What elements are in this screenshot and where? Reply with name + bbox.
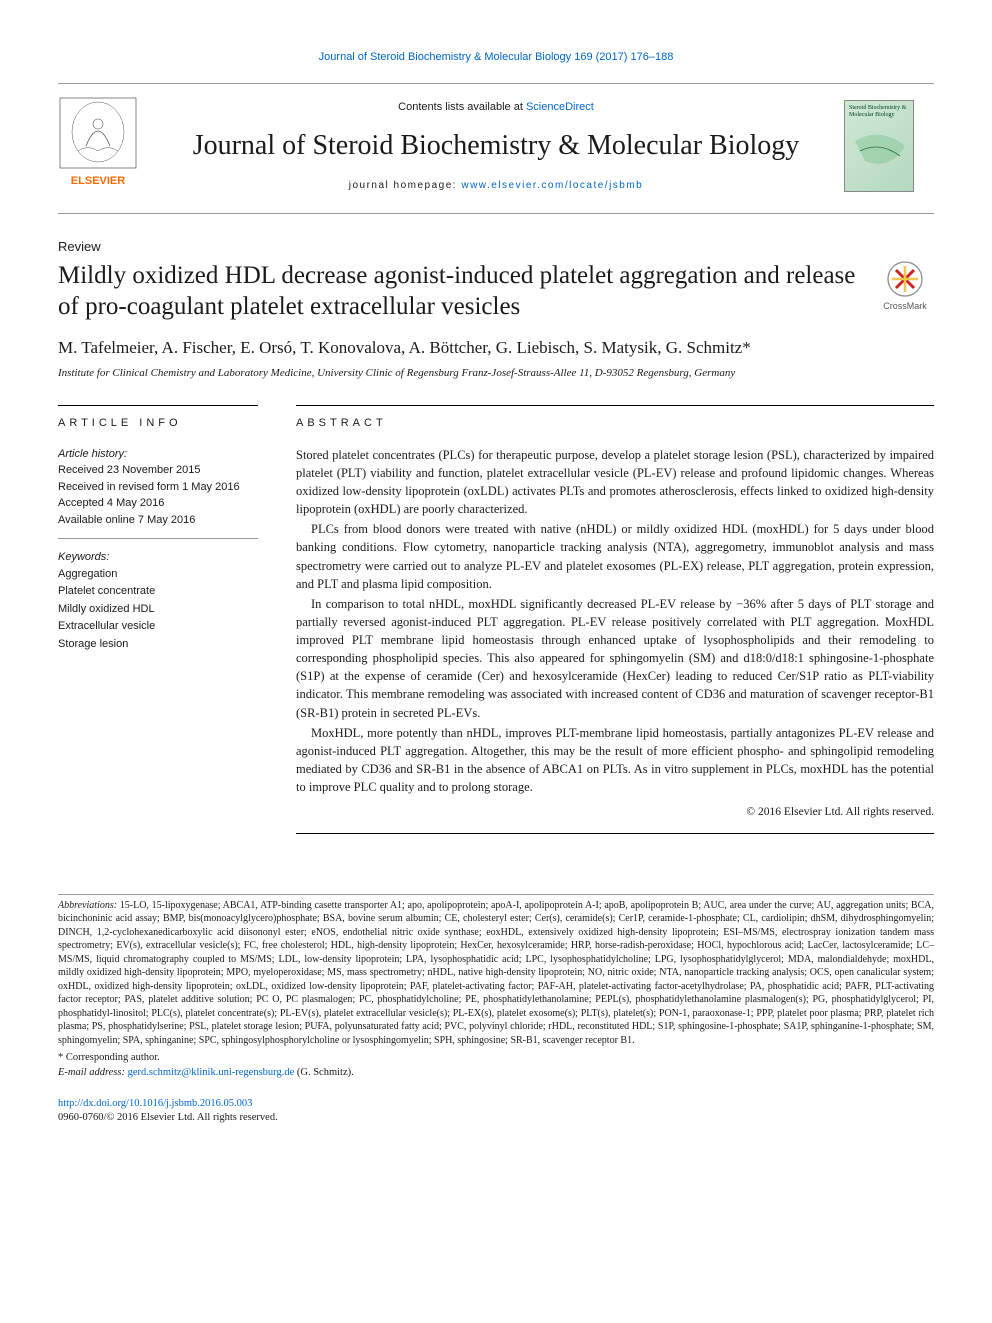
history-accepted: Accepted 4 May 2016: [58, 495, 258, 512]
corresponding-star: * Corresponding author.: [58, 1051, 934, 1066]
page-footer: http://dx.doi.org/10.1016/j.jsbmb.2016.0…: [58, 1097, 934, 1126]
abstract-body: Stored platelet concentrates (PLCs) for …: [296, 446, 934, 834]
abstract-bottom-rule: [296, 833, 934, 834]
abbreviations-label: Abbreviations:: [58, 900, 117, 911]
crossmark-badge[interactable]: CrossMark: [876, 260, 934, 313]
article-info-column: ARTICLE INFO Article history: Received 2…: [58, 405, 258, 833]
abstract-copyright: © 2016 Elsevier Ltd. All rights reserved…: [296, 804, 934, 821]
authors-line: M. Tafelmeier, A. Fischer, E. Orsó, T. K…: [58, 336, 934, 360]
crossmark-icon: [886, 260, 924, 298]
masthead-center: Contents lists available at ScienceDirec…: [168, 100, 824, 193]
corresponding-author: * Corresponding author. E-mail address: …: [58, 1051, 934, 1080]
article-info-heading: ARTICLE INFO: [58, 405, 258, 431]
homepage-url-link[interactable]: www.elsevier.com/locate/jsbmb: [461, 180, 643, 191]
abstract-column: ABSTRACT Stored platelet concentrates (P…: [296, 405, 934, 833]
sciencedirect-link[interactable]: ScienceDirect: [526, 101, 594, 113]
abstract-para: In comparison to total nHDL, moxHDL sign…: [296, 595, 934, 722]
keyword-item: Storage lesion: [58, 636, 258, 653]
crossmark-label: CrossMark: [883, 301, 927, 311]
abbreviations-block: Abbreviations: 15-LO, 15-lipoxygenase; A…: [58, 894, 934, 1048]
history-received: Received 23 November 2015: [58, 462, 258, 479]
article-title: Mildly oxidized HDL decrease agonist-ind…: [58, 260, 856, 323]
abbreviations-text: 15-LO, 15-lipoxygenase; ABCA1, ATP-bindi…: [58, 900, 934, 1046]
issn-copyright-line: 0960-0760/© 2016 Elsevier Ltd. All right…: [58, 1111, 934, 1126]
history-label: Article history:: [58, 446, 258, 463]
journal-cover-thumb[interactable]: Steroid Biochemistry & Molecular Biology: [844, 100, 934, 192]
abstract-para: PLCs from blood donors were treated with…: [296, 520, 934, 593]
keyword-item: Extracellular vesicle: [58, 618, 258, 635]
journal-name: Journal of Steroid Biochemistry & Molecu…: [168, 126, 824, 165]
top-citation-link[interactable]: Journal of Steroid Biochemistry & Molecu…: [58, 50, 934, 65]
elsevier-logo[interactable]: ELSEVIER: [58, 96, 148, 196]
keywords-list: Aggregation Platelet concentrate Mildly …: [58, 566, 258, 653]
journal-homepage-line: journal homepage: www.elsevier.com/locat…: [168, 179, 824, 193]
corresponding-name: (G. Schmitz).: [294, 1067, 354, 1078]
doi-link[interactable]: http://dx.doi.org/10.1016/j.jsbmb.2016.0…: [58, 1097, 934, 1112]
article-type: Review: [58, 238, 934, 256]
info-abstract-grid: ARTICLE INFO Article history: Received 2…: [58, 405, 934, 833]
history-revised: Received in revised form 1 May 2016: [58, 479, 258, 496]
keyword-item: Platelet concentrate: [58, 583, 258, 600]
homepage-label: journal homepage:: [349, 180, 462, 191]
title-row: Mildly oxidized HDL decrease agonist-ind…: [58, 260, 934, 323]
elsevier-text: ELSEVIER: [71, 175, 125, 187]
history-online: Available online 7 May 2016: [58, 512, 258, 529]
contents-available-line: Contents lists available at ScienceDirec…: [168, 100, 824, 115]
masthead: ELSEVIER Contents lists available at Sci…: [58, 83, 934, 213]
corresponding-email-link[interactable]: gerd.schmitz@klinik.uni-regensburg.de: [128, 1067, 295, 1078]
email-label: E-mail address:: [58, 1067, 128, 1078]
affiliation: Institute for Clinical Chemistry and Lab…: [58, 366, 934, 381]
info-divider: [58, 538, 258, 539]
keyword-item: Mildly oxidized HDL: [58, 601, 258, 618]
keywords-label: Keywords:: [58, 549, 258, 566]
abstract-para: MoxHDL, more potently than nHDL, improve…: [296, 724, 934, 797]
contents-prefix: Contents lists available at: [398, 101, 526, 113]
keyword-item: Aggregation: [58, 566, 258, 583]
abstract-para: Stored platelet concentrates (PLCs) for …: [296, 446, 934, 519]
abstract-heading: ABSTRACT: [296, 405, 934, 431]
page-container: Journal of Steroid Biochemistry & Molecu…: [0, 0, 992, 1166]
